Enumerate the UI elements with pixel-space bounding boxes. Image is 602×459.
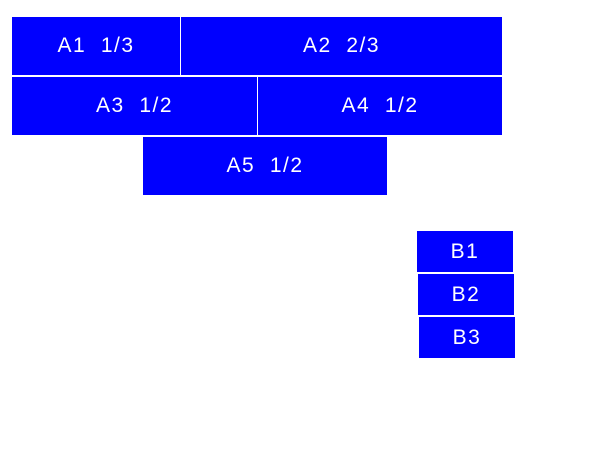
box-a3-label: A3 1/2: [95, 94, 174, 117]
box-a2-label: A2 2/3: [302, 34, 381, 57]
box-b1-label: B1: [450, 239, 480, 263]
box-b3[interactable]: B3: [419, 317, 515, 358]
box-a5[interactable]: A5 1/2: [143, 137, 387, 195]
box-a4-label: A4 1/2: [341, 94, 419, 117]
box-a3[interactable]: A3 1/2: [12, 77, 257, 135]
box-b2-label: B2: [451, 282, 481, 306]
box-a4[interactable]: A4 1/2: [258, 77, 502, 135]
box-b2[interactable]: B2: [418, 274, 514, 315]
box-a1-label: A1 1/3: [57, 34, 135, 57]
box-a1[interactable]: A1 1/3: [12, 17, 180, 75]
box-a5-label: A5 1/2: [226, 154, 304, 177]
box-b3-label: B3: [452, 325, 482, 349]
box-a2[interactable]: A2 2/3: [181, 17, 502, 75]
box-b1[interactable]: B1: [417, 231, 513, 272]
